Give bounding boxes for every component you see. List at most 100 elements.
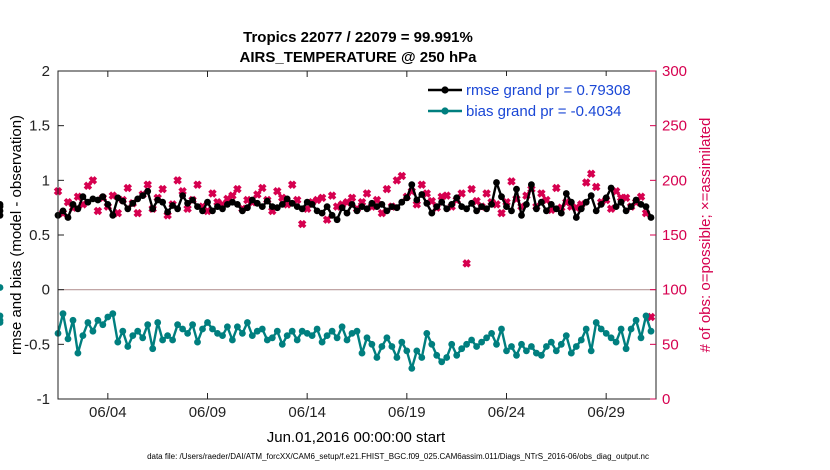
rmse-point [0,203,4,210]
rmse-point [248,196,256,204]
bias-point [0,312,4,320]
assimilated-marker [507,177,516,186]
bias-point [174,321,182,329]
rmse-point [443,205,451,213]
assimilated-marker [552,183,561,193]
rmse-point [353,207,361,215]
bias-point [423,330,431,337]
rmse-point [403,194,411,202]
bias-point [398,338,406,346]
rmse-point [398,198,406,206]
assimilated-marker [93,206,103,216]
y-left-tick-label: 0 [42,282,50,299]
bias-point [448,340,456,348]
bias-point [463,340,470,348]
assimilated-marker [537,189,546,198]
rmse-point [647,214,655,221]
bias-point [508,343,515,350]
y-right-tick-label: 0 [662,391,670,408]
bias-point [637,334,645,342]
assimilated-marker [73,192,83,201]
rmse-point [179,192,187,200]
assimilated-marker [173,176,182,185]
bias-point [488,330,495,337]
bias-point [333,334,341,342]
rmse-point [423,199,431,207]
rmse-point [433,203,441,211]
bias-point [229,336,236,344]
x-tick-label: 06/29 [587,404,625,421]
x-tick-label: 06/04 [89,404,127,421]
bias-point [278,340,286,348]
rmse-point [617,198,625,206]
bias-point [607,334,615,342]
assimilated-marker [621,193,631,203]
assimilated-marker [253,190,262,199]
rmse-point [99,193,107,201]
assimilated-marker [193,180,202,189]
rmse-point [592,207,600,215]
x-axis-label: Jun.01,2016 00:00:00 start [267,429,446,446]
assimilated-marker [317,193,327,203]
rmse-point [632,196,640,204]
rmse-point [533,205,540,213]
rmse-point [288,199,296,207]
rmse-point [59,207,67,215]
rmse-point [169,202,177,209]
rmse-point [552,205,560,213]
rmse-point [258,203,266,211]
bias-point [378,343,386,350]
rmse-point [69,201,77,208]
rmse-point [273,204,281,212]
bias-point [268,334,276,342]
bias-point [602,330,610,337]
bias-point [483,334,490,342]
rmse-point [114,194,122,202]
rmse-point [498,193,505,201]
y-right-tick-label: 200 [662,172,687,189]
bias-point [79,332,87,339]
bias-point [632,316,640,324]
rmse-point [428,209,436,217]
bias-point [89,327,97,335]
rmse-point [109,211,117,219]
assimilated-marker [228,191,237,200]
bias-point [627,325,635,333]
bias-point [164,332,172,339]
bias-point [617,325,625,333]
bias-point [0,284,4,291]
bias-point [129,332,137,339]
rmse-point [159,198,167,206]
bias-point [572,343,580,350]
bias-point [59,310,67,318]
bias-point [582,325,590,333]
assimilated-marker [243,195,252,205]
bias-point [473,343,480,350]
bias-point [353,327,361,335]
bias-point [114,338,122,346]
bias-point [612,338,620,346]
bias-point [159,336,167,344]
rmse-point [234,201,241,208]
bias-point [199,325,206,333]
y-right-tick-label: 250 [662,118,687,135]
bias-point [189,321,197,329]
x-tick-label: 06/09 [189,404,227,421]
bias-point [144,321,152,329]
assimilated-marker [382,184,392,194]
bias-point [498,325,505,333]
bias-point [443,354,451,361]
axis-layer: -1 -0.5 0 0.5 1 1.5 2 0 50 100 150 200 250 300 06/04 06… [24,63,687,421]
y-axis-label-right: # of obs: o=possible; ×=assimilated [697,118,714,353]
y-left-tick-label: 0.5 [29,227,50,244]
bias-point [408,365,416,372]
legend-box [425,76,653,120]
bias-point [428,340,436,348]
legend-rmse-marker [441,86,449,94]
footer-datafile: data file: /Users/raeder/DAI/ATM_forcXX/… [147,452,649,461]
rmse-point [438,198,446,206]
y-left-tick-label: 1 [42,172,50,189]
rmse-point [543,207,550,215]
y-right-tick-label: 100 [662,282,687,299]
rmse-point [174,205,182,213]
